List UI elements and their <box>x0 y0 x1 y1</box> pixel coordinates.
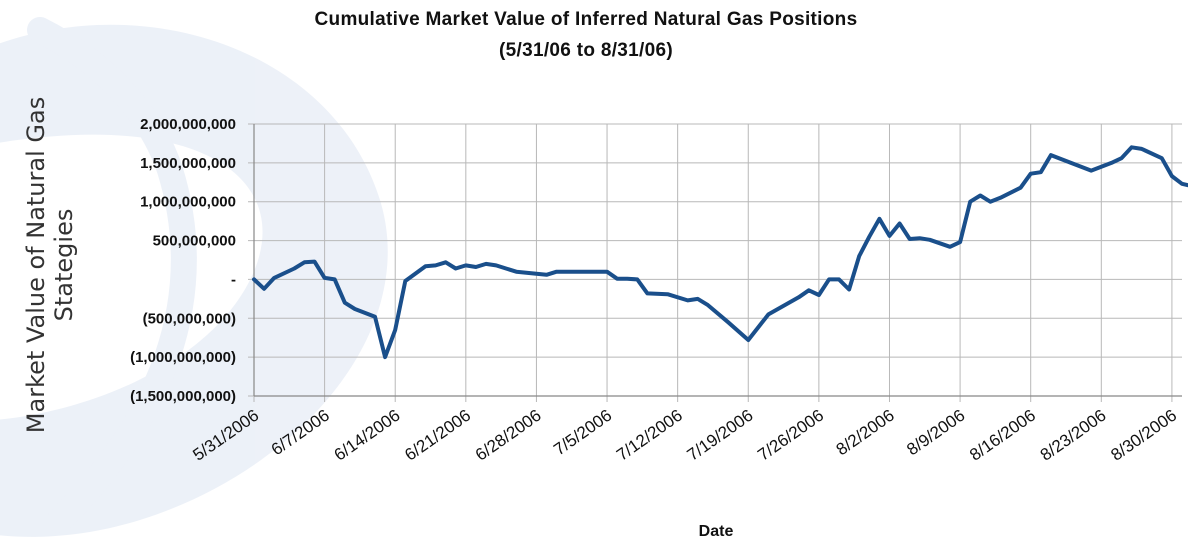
x-tick-label: 6/21/2006 <box>401 406 474 465</box>
y-axis-title-line-2: Stategies <box>50 209 78 322</box>
x-tick-label: 8/23/2006 <box>1037 406 1110 465</box>
y-axis-title: Market Value of Natural Gas Stategies <box>22 97 78 433</box>
y-tick-label: 2,000,000,000 <box>140 116 236 133</box>
x-tick-label: 7/5/2006 <box>550 406 615 460</box>
x-axis-tick-labels: 5/31/2006 6/7/20066/14/20066/21/20066/28/… <box>189 406 1180 465</box>
y-axis-title-line-1: Market Value of Natural Gas <box>22 97 50 433</box>
x-tick-label: 7/12/2006 <box>613 406 686 465</box>
gridlines <box>248 123 1182 402</box>
chart-subtitle: (5/31/06 to 8/31/06) <box>499 40 673 61</box>
x-tick-label: 6/14/2006 <box>331 406 404 465</box>
axes <box>253 124 1182 397</box>
y-axis-tick-labels: 2,000,000,000 1,500,000,000 1,000,000,000 5… <box>130 116 236 405</box>
series-line <box>252 145 1188 360</box>
y-tick-label: 500,000,000 <box>153 233 236 250</box>
x-tick-label: 6/28/2006 <box>472 406 545 465</box>
y-tick-label: (1,000,000,000) <box>130 349 236 366</box>
y-tick-label: (500,000,000) <box>143 310 236 327</box>
x-tick-label: 8/16/2006 <box>966 406 1039 465</box>
background-watermark <box>0 17 388 537</box>
x-tick-label: 8/9/2006 <box>903 406 968 460</box>
x-tick-label: 7/26/2006 <box>754 406 827 465</box>
y-tick-label: (1,500,000,000) <box>130 388 236 405</box>
x-tick-label: 8/2/2006 <box>833 406 898 460</box>
y-tick-label: - <box>231 271 236 288</box>
x-tick-label: 7/19/2006 <box>684 406 757 465</box>
y-tick-label: 1,500,000,000 <box>140 155 236 172</box>
series-layer <box>252 145 1188 360</box>
x-tick-label: 8/30/2006 <box>1107 406 1180 465</box>
chart-title: Cumulative Market Value of Inferred Natu… <box>315 9 858 30</box>
y-tick-label: 1,000,000,000 <box>140 194 236 211</box>
x-axis-title: Date <box>699 523 734 540</box>
